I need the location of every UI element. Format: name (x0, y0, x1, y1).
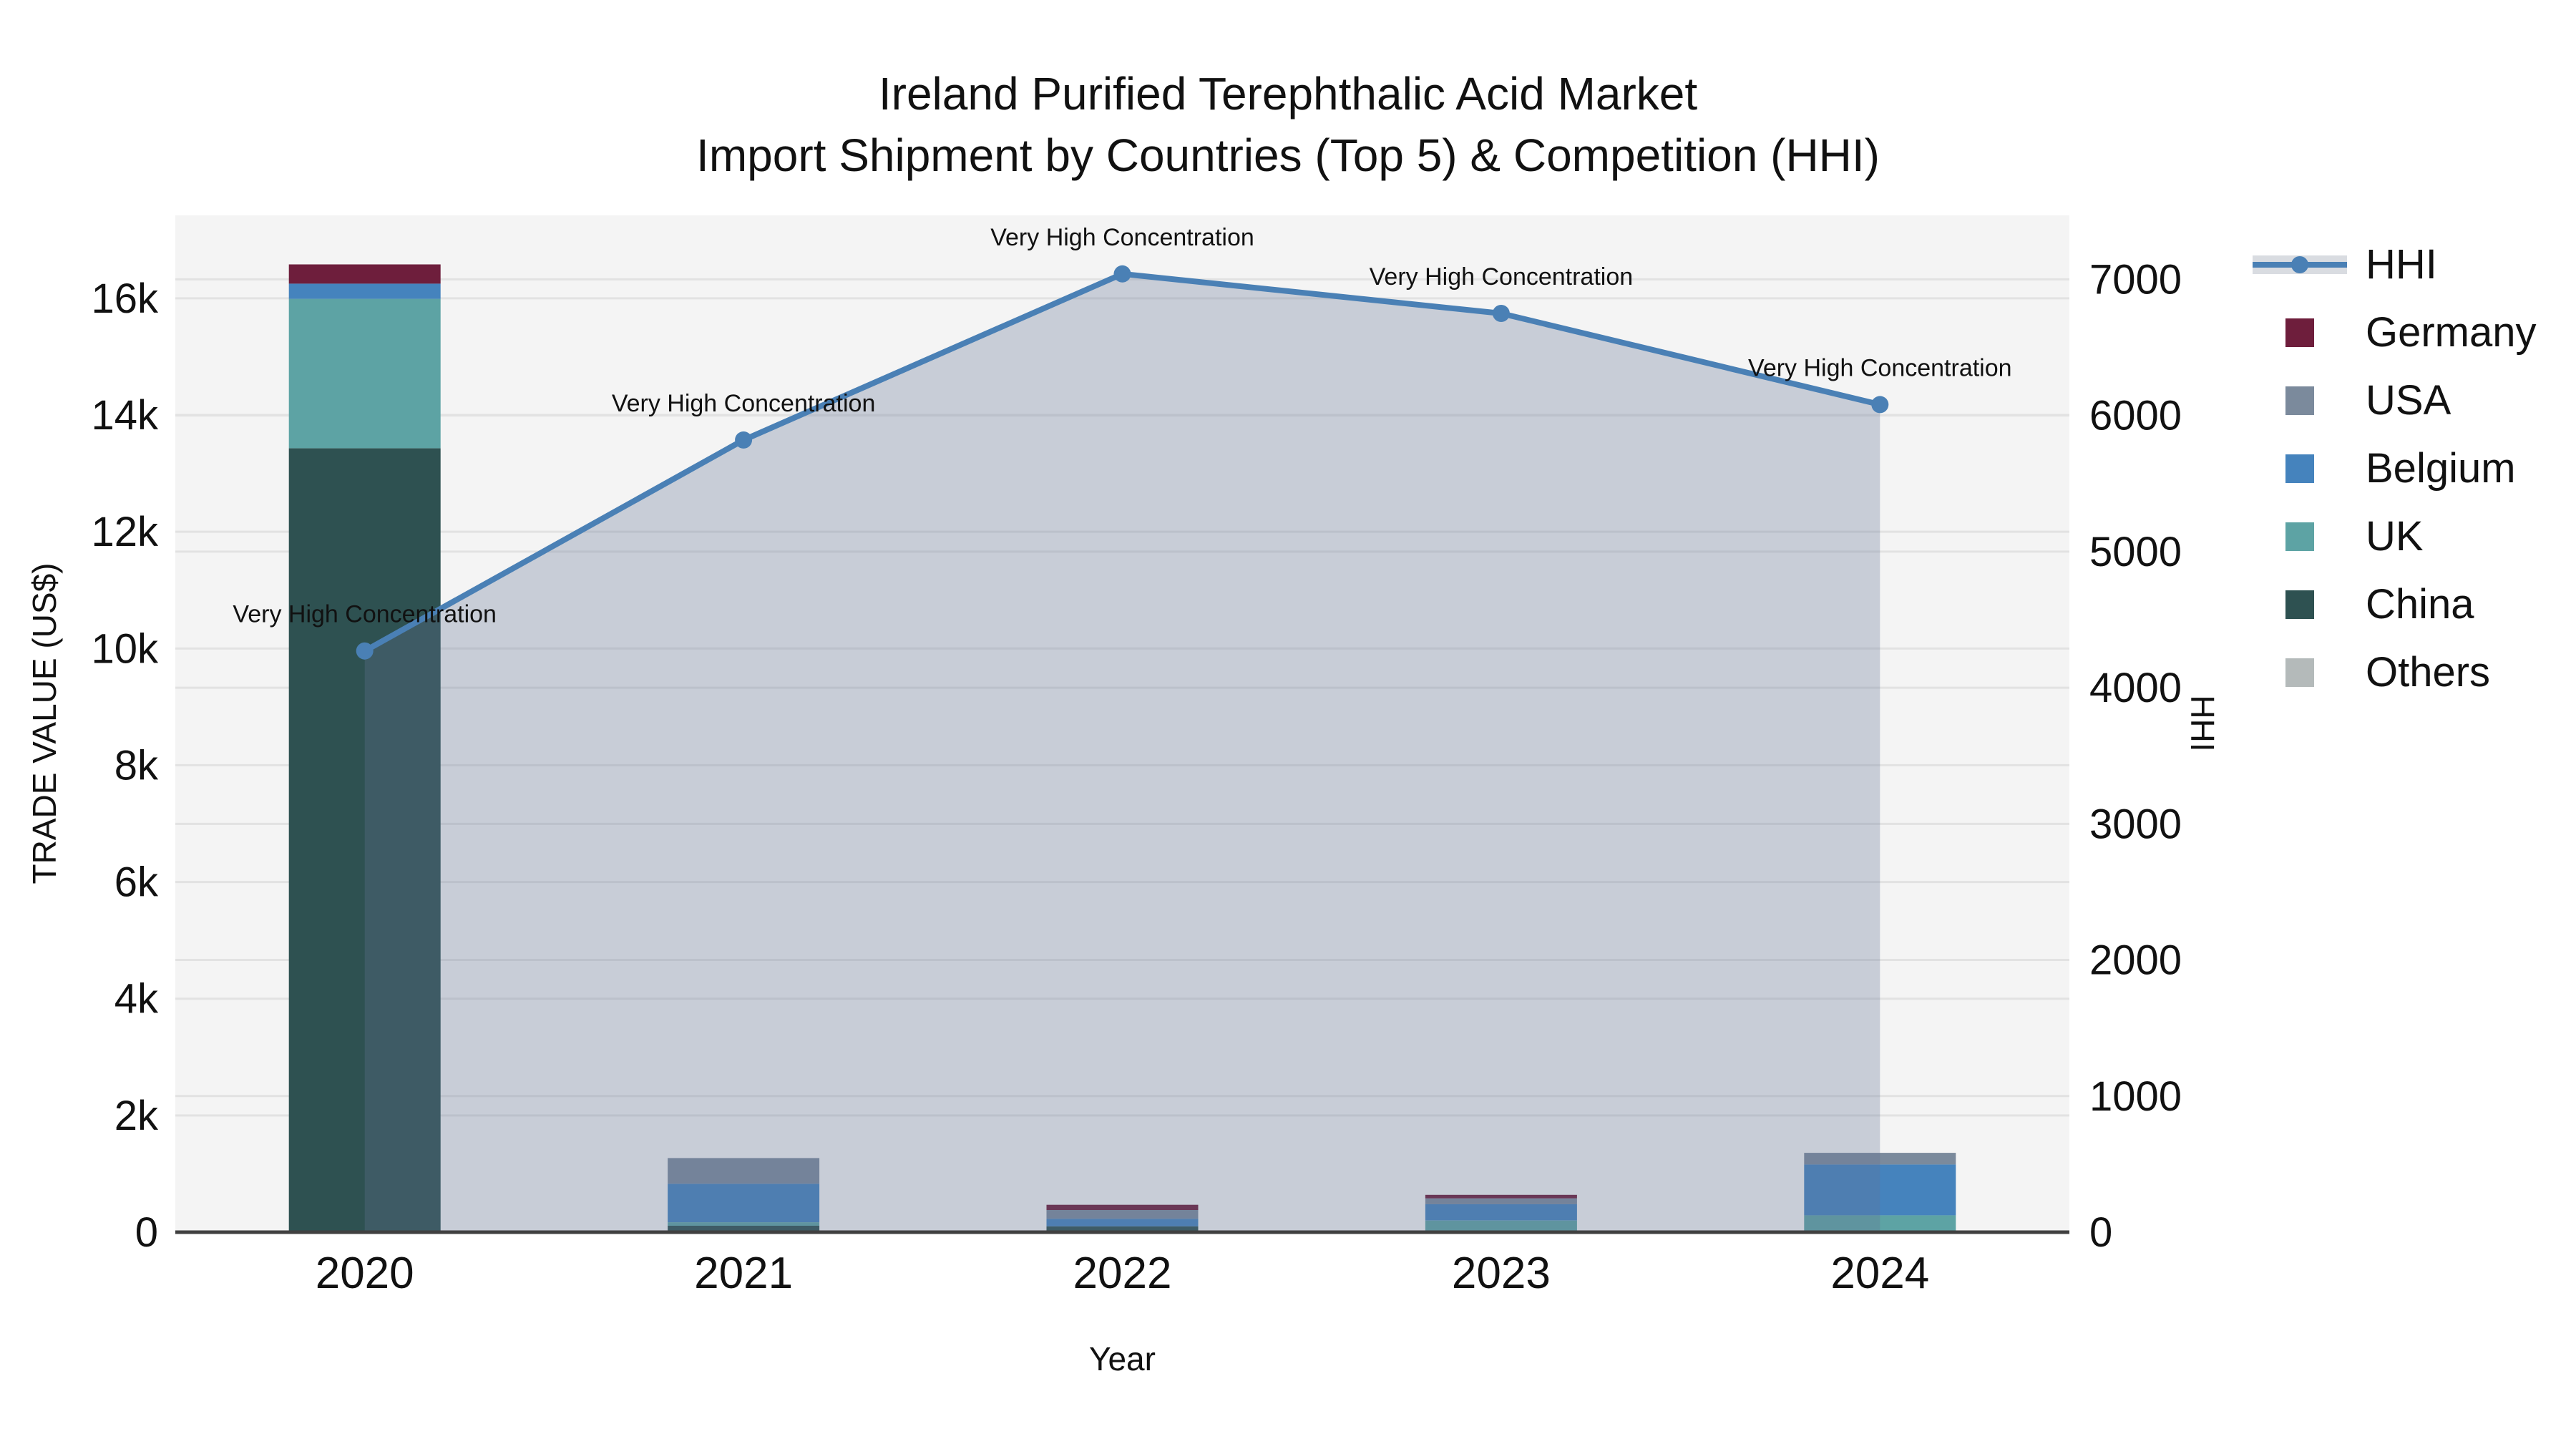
x-tick-2020: 2020 (316, 1249, 414, 1298)
left-tick-12k: 12k (91, 509, 159, 555)
swatch-china (2285, 590, 2314, 619)
legend-item-hhi[interactable]: HHI (2253, 230, 2537, 298)
legend-item-others[interactable]: Others (2253, 638, 2537, 706)
chart-title-line1: Ireland Purified Terephthalic Acid Marke… (878, 68, 1698, 119)
legend-label-usa: USA (2366, 377, 2451, 424)
left-tick-0: 0 (135, 1209, 158, 1256)
legend-swatch-china-icon (2253, 570, 2347, 638)
right-tick-7000: 7000 (2089, 256, 2182, 303)
bar-segment-Belgium-2022 (1046, 1219, 1199, 1226)
bar-segment-China-2022 (1046, 1226, 1199, 1232)
plot-background (175, 215, 2069, 1232)
bar-segment-UK-2023 (1425, 1220, 1577, 1232)
x-axis-title: Year (1089, 1340, 1156, 1377)
left-tick-14k: 14k (91, 392, 159, 439)
right-axis-title: HHI (2184, 695, 2221, 752)
swatch-others (2285, 658, 2314, 687)
chart-title: Ireland Purified Terephthalic Acid Marke… (0, 63, 2576, 186)
left-axis-title: TRADE VALUE (US$) (26, 562, 63, 884)
legend-item-china[interactable]: China (2253, 570, 2537, 638)
right-tick-2000: 2000 (2089, 937, 2182, 984)
hhi-area (364, 273, 1880, 1232)
legend-swatch-belgium-icon (2253, 434, 2347, 502)
bar-segment-Germany-2020 (288, 264, 441, 284)
legend-label-germany: Germany (2366, 309, 2537, 356)
annotation-2023: Very High Concentration (1370, 263, 1634, 291)
chart-title-line2: Import Shipment by Countries (Top 5) & C… (696, 130, 1880, 181)
left-tick-8k: 8k (114, 742, 159, 789)
legend-item-belgium[interactable]: Belgium (2253, 434, 2537, 502)
legend-swatch-germany-icon (2253, 298, 2347, 366)
legend-swatch-others-icon (2253, 638, 2347, 706)
annotation-2020: Very High Concentration (233, 601, 497, 628)
right-tick-1000: 1000 (2089, 1073, 2182, 1120)
left-tick-4k: 4k (114, 976, 159, 1023)
legend-hhi-marker-icon (2291, 255, 2308, 273)
bar-segment-Belgium-2020 (288, 283, 441, 299)
x-tick-2023: 2023 (1452, 1249, 1551, 1298)
x-tick-2022: 2022 (1073, 1249, 1172, 1298)
right-tick-6000: 6000 (2089, 393, 2182, 439)
x-tick-2021: 2021 (694, 1249, 793, 1298)
swatch-uk (2285, 522, 2314, 551)
legend-hhi-line-icon (2253, 230, 2347, 298)
legend-swatch-usa-icon (2253, 366, 2347, 434)
left-tick-6k: 6k (114, 859, 159, 906)
right-tick-4000: 4000 (2089, 665, 2182, 711)
swatch-usa (2285, 386, 2314, 415)
bar-segment-UK-2020 (288, 298, 441, 449)
bar-segment-Belgium-2021 (668, 1184, 820, 1223)
bar-segment-USA-2024 (1804, 1153, 1956, 1165)
bar-segment-Germany-2023 (1425, 1194, 1577, 1199)
bar-segment-USA-2023 (1425, 1198, 1577, 1204)
x-tick-2024: 2024 (1830, 1249, 1929, 1298)
bar-segment-USA-2022 (1046, 1210, 1199, 1219)
legend: HHI Germany USA Belgium UK China Others (2253, 230, 2537, 706)
hhi-marker-2024 (1871, 396, 1889, 414)
bar-segment-Germany-2022 (1046, 1204, 1199, 1210)
legend-label-uk: UK (2366, 513, 2424, 560)
swatch-germany (2285, 318, 2314, 347)
hhi-marker-2022 (1113, 265, 1131, 283)
bar-segment-UK-2021 (668, 1222, 820, 1226)
right-tick-3000: 3000 (2089, 801, 2182, 847)
bar-segment-Belgium-2024 (1804, 1164, 1956, 1216)
bar-segment-USA-2021 (668, 1158, 820, 1184)
legend-item-germany[interactable]: Germany (2253, 298, 2537, 366)
legend-swatch-uk-icon (2253, 502, 2347, 570)
bar-segment-Belgium-2023 (1425, 1204, 1577, 1221)
legend-label-hhi: HHI (2366, 241, 2437, 288)
bar-segment-UK-2024 (1804, 1215, 1956, 1232)
swatch-belgium (2285, 454, 2314, 483)
bar-segment-China-2021 (668, 1226, 820, 1232)
left-tick-10k: 10k (91, 625, 159, 672)
legend-label-belgium: Belgium (2366, 445, 2516, 492)
right-tick-5000: 5000 (2089, 529, 2182, 575)
annotation-2021: Very High Concentration (612, 390, 876, 417)
legend-label-others: Others (2366, 649, 2491, 696)
annotation-2022: Very High Concentration (990, 224, 1254, 251)
right-tick-0: 0 (2089, 1209, 2112, 1256)
legend-item-uk[interactable]: UK (2253, 502, 2537, 570)
bar-segment-China-2020 (288, 448, 441, 1232)
hhi-marker-2021 (735, 431, 753, 449)
legend-label-china: China (2366, 581, 2474, 628)
left-tick-16k: 16k (91, 275, 159, 322)
annotation-2024: Very High Concentration (1748, 354, 2012, 381)
legend-item-usa[interactable]: USA (2253, 366, 2537, 434)
hhi-marker-2020 (356, 642, 374, 660)
hhi-marker-2023 (1492, 305, 1510, 322)
left-tick-2k: 2k (114, 1093, 159, 1139)
